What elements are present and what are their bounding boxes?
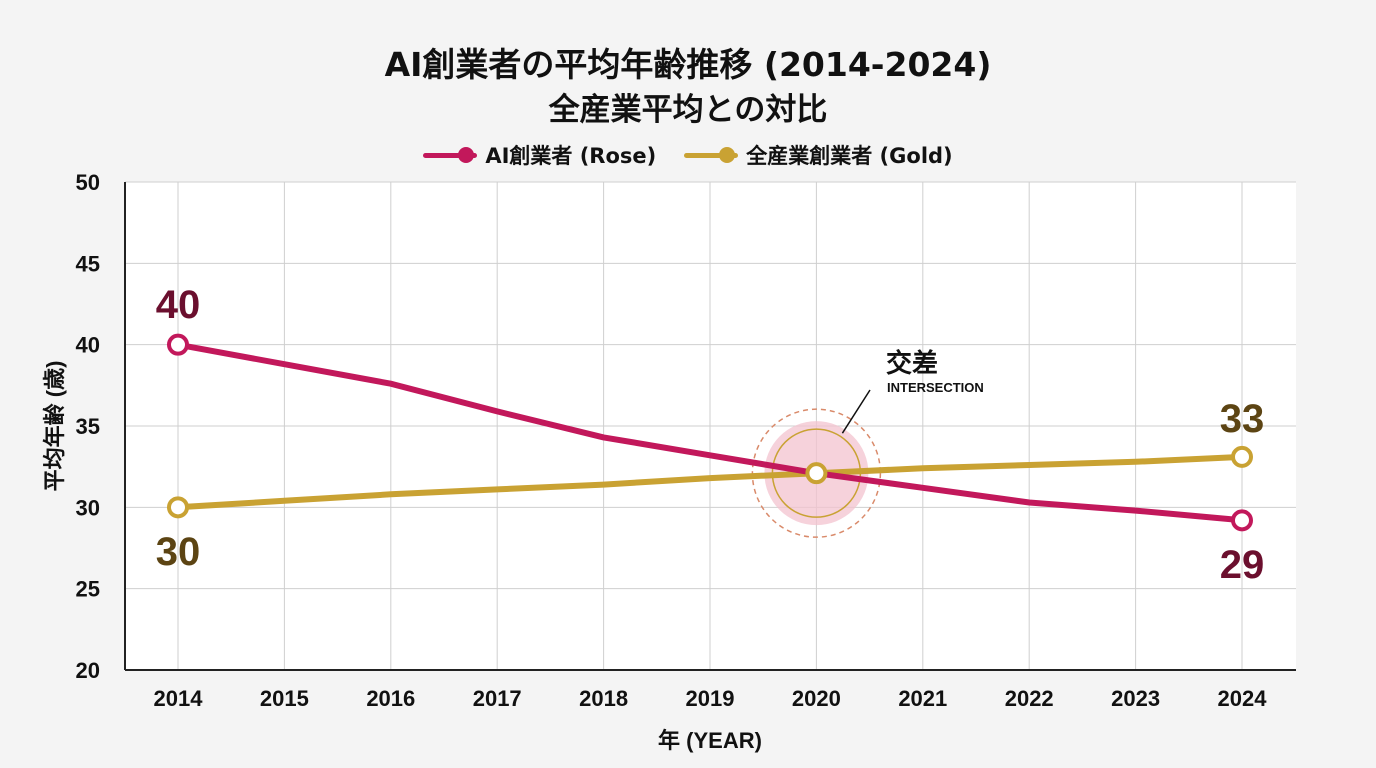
series-line-ai [175,341,1245,524]
ai-start-value-label: 40 [156,283,201,327]
y-tick-label: 30 [76,495,100,520]
y-tick-label: 40 [76,333,100,358]
all-marker-2024 [1231,445,1253,468]
legend: AI創業者 (Rose) 全産業創業者 (Gold) [0,140,1376,170]
intersection-marker [805,462,828,485]
x-tick-label: 2022 [1005,686,1054,711]
ai-marker-2014 [167,333,189,356]
intersection-label: 交差 [886,348,938,378]
legend-label-ai: AI創業者 (Rose) [485,144,657,168]
x-tick-label: 2014 [154,686,204,711]
x-tick-label: 2021 [898,686,947,711]
all-end-value-label: 33 [1220,397,1265,441]
y-tick-label: 35 [76,414,100,439]
ai-end-value-label: 29 [1220,543,1265,587]
x-tick-label: 2019 [686,686,735,711]
series-line-all [175,453,1245,511]
y-tick-label: 20 [76,658,100,683]
all-start-value-label: 30 [156,530,201,574]
all-marker-2014 [167,496,189,519]
x-tick-label: 2024 [1218,686,1268,711]
x-tick-label: 2017 [473,686,522,711]
x-axis-title: 年 (YEAR) [658,728,762,753]
x-tick-label: 2016 [366,686,415,711]
intersection-leader-line [841,389,871,434]
chart-title: AI創業者の平均年齢推移 (2014-2024) [384,45,992,84]
legend-swatch-ai [423,145,478,165]
x-tick-label: 2015 [260,686,309,711]
x-tick-label: 2018 [579,686,628,711]
ai-marker-2024 [1231,509,1253,532]
chart-subtitle: 全産業平均との対比 [548,92,828,128]
y-tick-label: 50 [76,170,100,195]
y-axis-title: 平均年齢 (歳) [42,361,67,492]
legend-label-all: 全産業創業者 (Gold) [746,144,953,168]
y-tick-label: 45 [76,251,100,276]
intersection-sublabel: INTERSECTION [887,380,984,395]
y-tick-label: 25 [76,577,100,602]
legend-swatch-all [684,145,739,165]
x-tick-label: 2020 [792,686,841,711]
legend-item-ai[interactable]: AI創業者 (Rose) [423,140,656,170]
legend-item-all[interactable]: 全産業創業者 (Gold) [684,140,953,170]
x-tick-label: 2023 [1111,686,1160,711]
